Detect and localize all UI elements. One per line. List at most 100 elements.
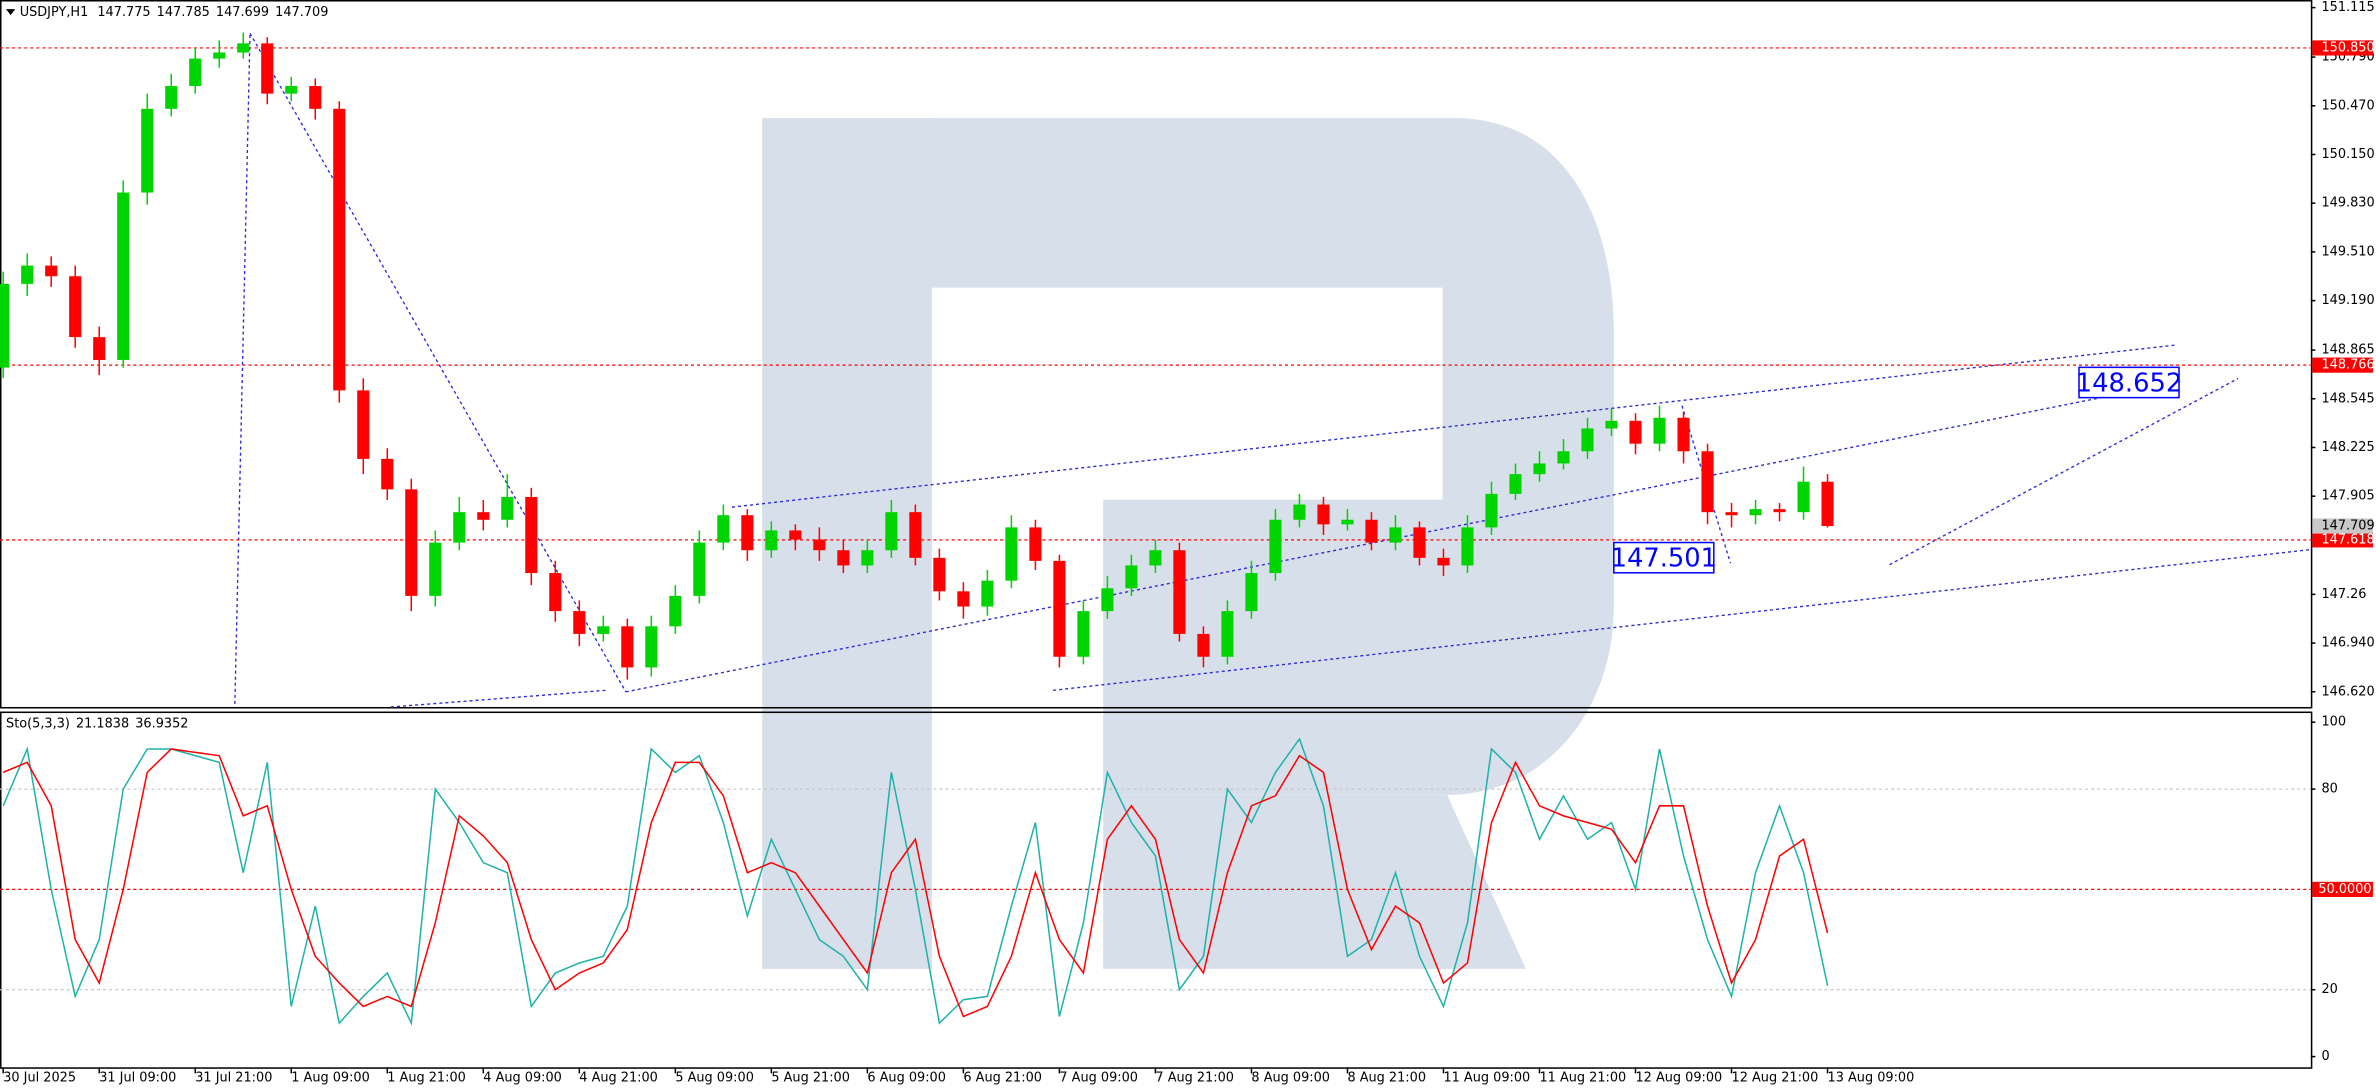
x-tick-label: 12 Aug 09:00 bbox=[1636, 1070, 1723, 1085]
candle-body bbox=[1485, 493, 1498, 528]
y-tick-label: 0 bbox=[2321, 1049, 2329, 1064]
x-tick-label: 4 Aug 09:00 bbox=[483, 1070, 562, 1085]
current-price-label: 147.709 bbox=[2321, 519, 2374, 534]
channel-mid-line bbox=[625, 380, 2183, 693]
candle-body bbox=[741, 515, 754, 551]
x-tick-label: 5 Aug 21:00 bbox=[771, 1070, 850, 1085]
candle-body bbox=[549, 573, 562, 612]
candle-body bbox=[1077, 611, 1090, 657]
y-tick-label: 20 bbox=[2321, 982, 2337, 997]
indicator-main-value: 21.1838 bbox=[76, 716, 129, 731]
indicator-line bbox=[2, 748, 1829, 1018]
candle-body bbox=[1677, 417, 1690, 452]
candle-body bbox=[1101, 588, 1114, 612]
candle-body bbox=[453, 512, 466, 543]
level-label: 150.850 bbox=[2321, 40, 2374, 55]
candle-body bbox=[717, 515, 730, 543]
candle-body bbox=[1821, 481, 1834, 527]
candle-body bbox=[1653, 417, 1666, 444]
x-tick-label: 31 Jul 09:00 bbox=[99, 1070, 176, 1085]
candle-body bbox=[1365, 519, 1378, 543]
level-label-box bbox=[2312, 532, 2373, 548]
candle-body bbox=[693, 542, 706, 596]
forecast-line bbox=[1889, 377, 2239, 566]
candle-body bbox=[1149, 550, 1162, 566]
candle-body bbox=[1629, 420, 1642, 444]
candle-body bbox=[1389, 527, 1402, 543]
candle-body bbox=[525, 496, 538, 574]
candle-body bbox=[1341, 519, 1354, 525]
candle-body bbox=[573, 611, 586, 634]
candle-body bbox=[357, 390, 370, 459]
x-tick-label: 11 Aug 21:00 bbox=[1539, 1070, 1626, 1085]
current-price-box bbox=[2312, 518, 2373, 534]
candle-body bbox=[1173, 550, 1186, 634]
channel-lower-line bbox=[1053, 548, 2311, 692]
y-tick-label: 150.470 bbox=[2321, 98, 2374, 113]
candle-body bbox=[597, 626, 610, 634]
candle-body bbox=[405, 489, 418, 596]
candle-body bbox=[69, 276, 82, 338]
y-tick-label: 147.905 bbox=[2321, 489, 2374, 504]
y-tick-label: 149.190 bbox=[2321, 293, 2374, 308]
candle-body bbox=[909, 512, 922, 558]
candle-body bbox=[309, 85, 322, 109]
level-label: 148.766 bbox=[2321, 358, 2374, 373]
x-tick-label: 13 Aug 09:00 bbox=[1828, 1070, 1915, 1085]
candle-body bbox=[1413, 527, 1426, 558]
candle-body bbox=[1221, 611, 1234, 657]
x-tick-label: 6 Aug 09:00 bbox=[867, 1070, 946, 1085]
candle-body bbox=[1437, 557, 1450, 566]
candle-body bbox=[1197, 633, 1210, 657]
x-tick-label: 4 Aug 21:00 bbox=[579, 1070, 658, 1085]
wave-line bbox=[234, 33, 251, 704]
candle-body bbox=[1293, 504, 1306, 520]
candle-body bbox=[1701, 451, 1714, 513]
level-label: 147.618 bbox=[2321, 532, 2374, 547]
y-tick-label: 149.510 bbox=[2321, 244, 2374, 259]
x-tick-label: 8 Aug 09:00 bbox=[1251, 1070, 1330, 1085]
x-tick-label: 12 Aug 21:00 bbox=[1732, 1070, 1819, 1085]
candle-body bbox=[333, 108, 346, 391]
y-tick-label: 148.545 bbox=[2321, 391, 2374, 406]
candle-body bbox=[477, 512, 490, 520]
candle-body bbox=[501, 496, 514, 520]
candle-body bbox=[429, 542, 442, 596]
x-tick-label: 31 Jul 21:00 bbox=[195, 1070, 272, 1085]
y-tick-label: 149.830 bbox=[2321, 196, 2374, 211]
y-tick-label: 148.865 bbox=[2321, 343, 2374, 358]
level-label-box bbox=[2312, 357, 2373, 373]
menu-triangle[interactable] bbox=[6, 9, 16, 16]
candle-body bbox=[837, 550, 850, 566]
candle-body bbox=[813, 539, 826, 551]
candle-body bbox=[21, 265, 34, 284]
candle-body bbox=[1509, 474, 1522, 494]
indicator-header: Sto(5,3,3) 21.1838 36.9352 bbox=[6, 716, 188, 731]
header-high: 147.785 bbox=[157, 5, 210, 20]
symbol: USDJPY,H1 bbox=[20, 5, 89, 20]
y-tick-label: 148.225 bbox=[2321, 440, 2374, 455]
candle-body bbox=[285, 85, 298, 94]
header-close: 147.709 bbox=[275, 5, 328, 20]
x-tick-label: 30 Jul 2025 bbox=[3, 1070, 76, 1085]
logo-stem bbox=[762, 118, 932, 969]
candle-body bbox=[141, 108, 154, 193]
candle-body bbox=[621, 626, 634, 668]
wave-line bbox=[249, 32, 627, 693]
candle-body bbox=[1125, 565, 1138, 589]
header-low: 147.699 bbox=[216, 5, 269, 20]
candle-body bbox=[1749, 509, 1762, 516]
candles bbox=[0, 32, 1834, 680]
level-label: 50.0000 bbox=[2318, 882, 2371, 897]
header-open: 147.775 bbox=[97, 5, 150, 20]
y-tick-label: 151.115 bbox=[2321, 0, 2374, 15]
candle-body bbox=[213, 52, 226, 59]
candle-body bbox=[1797, 481, 1810, 513]
candle-body bbox=[957, 591, 970, 607]
candle-body bbox=[165, 85, 178, 109]
candle-body bbox=[1053, 560, 1066, 657]
candle-body bbox=[237, 43, 250, 53]
candle-body bbox=[189, 58, 202, 86]
candle-body bbox=[1533, 463, 1546, 475]
